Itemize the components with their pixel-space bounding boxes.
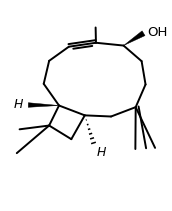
Polygon shape <box>28 103 59 107</box>
Polygon shape <box>123 31 145 46</box>
Text: H: H <box>97 146 106 159</box>
Text: OH: OH <box>148 26 168 39</box>
Text: H: H <box>14 98 23 111</box>
